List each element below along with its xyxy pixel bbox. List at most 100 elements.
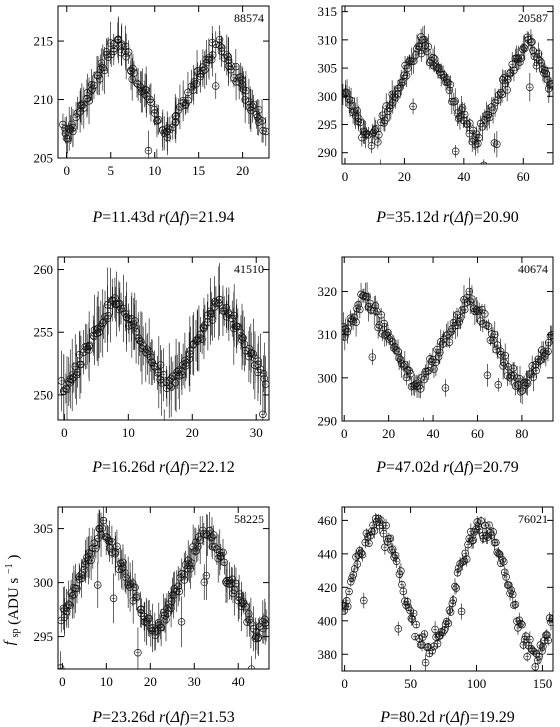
data-point (370, 523, 379, 539)
data-point (403, 597, 412, 607)
x-tick-label: 20 (382, 426, 395, 441)
x-tick-label: 60 (471, 426, 484, 441)
data-points (58, 507, 269, 669)
y-tick-label: 300 (318, 89, 338, 104)
y-tick-label: 215 (34, 34, 54, 49)
data-point (119, 548, 127, 577)
x-tick-label: 80 (515, 426, 528, 441)
data-point (411, 632, 419, 641)
data-point (207, 51, 216, 69)
data-point (501, 566, 509, 579)
data-point (181, 95, 190, 116)
data-point (85, 311, 93, 382)
data-point (441, 379, 450, 397)
data-point (163, 409, 165, 420)
data-point (489, 96, 497, 124)
x-tick-label: 0 (59, 674, 66, 689)
data-point (397, 563, 405, 579)
data-point (466, 117, 474, 129)
x-tick-label: 20 (236, 163, 249, 178)
data-point (377, 514, 385, 526)
data-point (222, 287, 231, 329)
data-point (90, 529, 99, 558)
data-point (480, 159, 488, 164)
plot-frame (341, 256, 554, 422)
data-point (451, 144, 460, 158)
data-point (190, 72, 199, 91)
data-point (545, 74, 553, 103)
x-tick-label: 50 (404, 676, 417, 691)
data-point (145, 318, 153, 385)
data-point (248, 89, 257, 123)
data-point (343, 602, 352, 611)
data-point (157, 350, 166, 416)
data-point (478, 303, 486, 316)
data-point (374, 135, 382, 149)
data-point (412, 620, 421, 629)
y-tick-label: 250 (34, 387, 54, 402)
x-tick-label: 40 (457, 169, 470, 184)
data-point (371, 117, 379, 143)
data-point (111, 536, 120, 568)
data-point (366, 177, 373, 199)
y-tick-label: 310 (318, 32, 338, 47)
data-point (154, 104, 163, 135)
data-point (531, 663, 540, 671)
data-point (125, 309, 133, 343)
x-tick-label: 0 (61, 425, 68, 440)
data-point (62, 373, 70, 404)
data-point (449, 595, 458, 606)
data-point (490, 133, 499, 153)
data-point (249, 318, 258, 390)
data-point (209, 525, 218, 545)
data-point (261, 355, 269, 413)
data-point (117, 23, 126, 65)
data-point (494, 377, 503, 392)
y-tick-label: 460 (318, 513, 338, 528)
y-tick-label: 380 (318, 647, 338, 662)
data-point (465, 277, 474, 306)
x-tick-label: 20 (144, 674, 157, 689)
data-point (344, 319, 353, 337)
data-point (247, 323, 255, 384)
data-point (208, 299, 217, 341)
data-point (218, 36, 226, 60)
data-point (72, 101, 80, 133)
data-point (247, 656, 256, 669)
data-point (420, 630, 429, 638)
plot-frame (57, 506, 270, 670)
data-point (242, 591, 250, 622)
data-point (469, 531, 477, 549)
data-point (542, 341, 550, 367)
y-tick-label: 260 (34, 262, 54, 277)
data-point (356, 300, 364, 319)
x-tick-label: 15 (192, 163, 205, 178)
x-tick-label: 0 (342, 169, 349, 184)
data-point (122, 282, 131, 352)
data-point (391, 86, 400, 109)
data-point (452, 582, 461, 594)
data-point (548, 614, 553, 623)
data-point (254, 335, 263, 394)
data-point (538, 642, 546, 660)
data-point (220, 550, 229, 575)
plot-frame (341, 5, 554, 165)
x-tick-label: 30 (250, 425, 263, 440)
data-point (377, 308, 385, 322)
ylabel-unit-sup: −1 (4, 563, 15, 574)
plot-frame (57, 256, 270, 421)
x-tick-label: 20 (186, 425, 199, 440)
data-point (345, 587, 353, 596)
x-tick-label: 100 (467, 676, 487, 691)
data-point (342, 593, 351, 609)
data-point (394, 621, 403, 636)
data-point (446, 608, 455, 616)
data-point (423, 361, 431, 383)
data-point (216, 543, 225, 570)
y-tick-label: 400 (318, 613, 338, 628)
x-tick-label: 30 (188, 674, 201, 689)
data-point (428, 646, 436, 655)
data-point (451, 312, 460, 340)
data-point (358, 547, 367, 562)
data-point (503, 78, 511, 102)
